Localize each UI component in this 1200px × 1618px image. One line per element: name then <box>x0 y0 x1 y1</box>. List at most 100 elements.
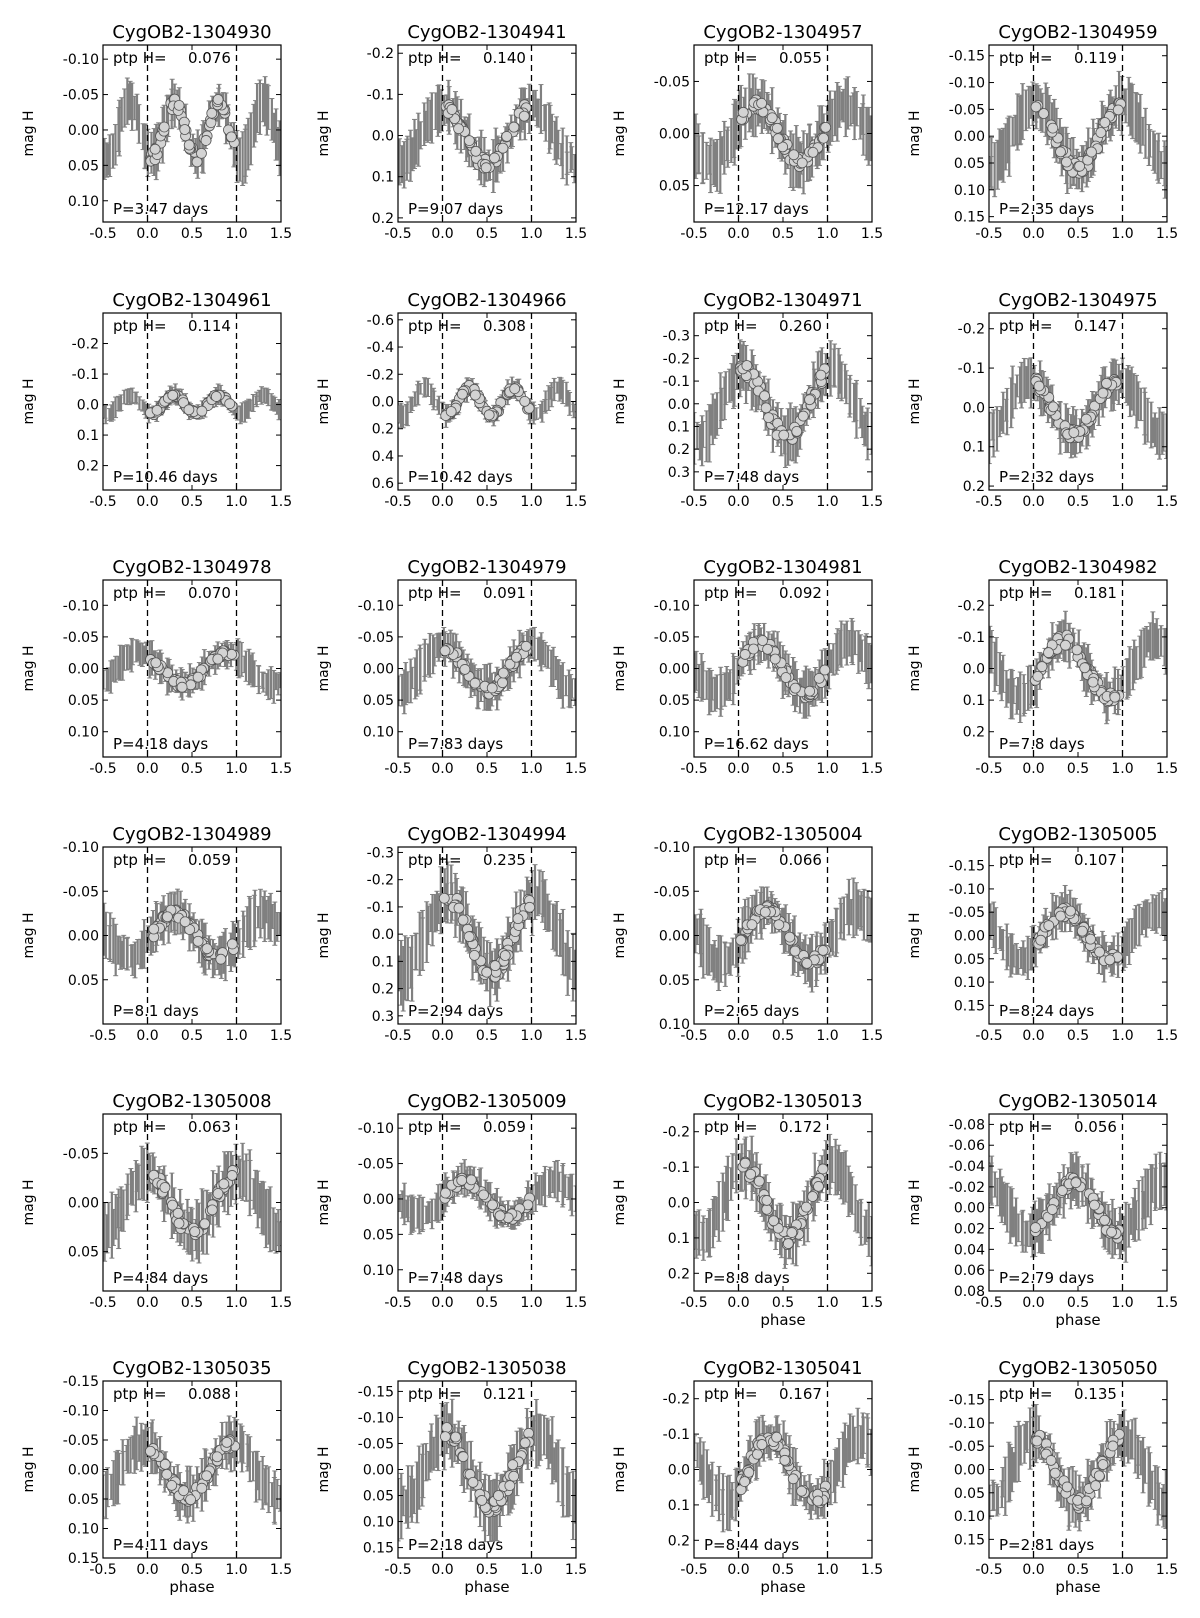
y-tick-label: -0.3 <box>367 845 394 861</box>
y-tick-label: -0.2 <box>367 46 394 62</box>
phased-points <box>145 93 240 168</box>
data-point <box>151 404 163 416</box>
data-point <box>510 651 522 663</box>
x-tick-label: -0.5 <box>680 494 707 510</box>
data-point <box>1087 676 1099 688</box>
y-tick-label: 0.00 <box>954 129 985 145</box>
y-tick-label: 0.05 <box>659 693 690 709</box>
panel-title: CygOB2-1304941 <box>407 22 566 43</box>
x-tick-label: 0.5 <box>181 1028 203 1044</box>
data-point <box>820 122 832 133</box>
y-tick-label: 0.10 <box>68 725 99 741</box>
x-tick-label: 1.5 <box>1156 494 1178 510</box>
data-point <box>788 149 800 161</box>
ptp-value: 0.119 <box>1074 49 1117 67</box>
y-tick-label: -0.05 <box>949 102 985 118</box>
ptp-label: ptp H= <box>408 317 462 335</box>
data-point <box>1086 146 1097 158</box>
y-tick-label: 0.2 <box>668 442 690 458</box>
x-tick-label: 1.0 <box>225 494 247 510</box>
data-point <box>192 935 204 947</box>
x-tick-label: 0.5 <box>1067 226 1089 242</box>
data-point <box>224 398 236 410</box>
data-point <box>789 682 801 694</box>
data-point <box>762 643 774 655</box>
y-axis-label: mag H <box>316 912 332 958</box>
panel-title: CygOB2-1304966 <box>407 290 566 311</box>
y-tick-label: -0.10 <box>63 598 99 614</box>
y-tick-label: -0.05 <box>63 88 99 104</box>
y-tick-label: -0.05 <box>63 630 99 646</box>
phased-points <box>737 634 831 704</box>
data-point <box>1047 401 1059 413</box>
y-tick-label: 0.00 <box>659 662 690 678</box>
x-tick-label: -0.5 <box>89 226 116 242</box>
x-tick-label: -0.5 <box>680 226 707 242</box>
x-tick-label: 1.0 <box>1111 761 1133 777</box>
data-point <box>212 653 224 665</box>
data-point <box>1074 160 1086 172</box>
ptp-value: 0.140 <box>483 49 526 67</box>
x-tick-label: 0.0 <box>431 1028 453 1044</box>
phased-points <box>735 360 831 445</box>
data-point <box>1099 117 1111 128</box>
ptp-label: ptp H= <box>408 851 462 869</box>
data-point <box>1079 662 1091 674</box>
data-point <box>158 121 170 133</box>
data-point <box>763 412 774 424</box>
light-curve-panel: -0.5 0.0 0.5 1.0 1.5 -0.10 -0.05 0.00 0.05 0.10 Cy… <box>316 557 587 777</box>
y-tick-label: 0.15 <box>954 210 985 226</box>
data-point <box>446 104 458 115</box>
x-tick-label: 0.0 <box>727 761 749 777</box>
x-tick-label: 1.0 <box>225 226 247 242</box>
data-point <box>469 677 481 689</box>
y-tick-label: 0.2 <box>372 982 394 998</box>
y-tick-label: -0.6 <box>367 313 394 329</box>
y-tick-label: 0.0 <box>372 129 394 145</box>
x-tick-label: 0.0 <box>1022 226 1044 242</box>
data-point <box>167 389 179 401</box>
y-tick-label: -0.15 <box>949 49 985 65</box>
ptp-label: ptp H= <box>408 584 462 602</box>
y-tick-label: 0.05 <box>954 156 985 172</box>
data-point <box>777 141 789 153</box>
x-tick-label: 1.5 <box>565 494 587 510</box>
phased-points <box>438 892 536 983</box>
y-tick-label: 0.05 <box>68 693 99 709</box>
y-tick-label: 0.1 <box>372 954 394 970</box>
data-point <box>162 911 173 923</box>
data-point <box>1112 104 1124 116</box>
y-axis-label: mag H <box>21 110 37 156</box>
phased-points <box>1029 629 1125 708</box>
x-tick-label: 0.5 <box>1067 494 1089 510</box>
data-point <box>1071 644 1083 656</box>
phased-points <box>736 94 832 172</box>
panel-title: CygOB2-1304961 <box>112 290 271 311</box>
errorbar-series <box>989 70 1167 199</box>
ptp-label: ptp H= <box>999 584 1053 602</box>
data-point <box>1033 380 1045 392</box>
y-tick-label: 0.0 <box>77 398 99 414</box>
data-point <box>737 106 749 118</box>
data-point <box>1068 427 1080 438</box>
y-tick-label: 0.1 <box>668 419 690 435</box>
data-point <box>1043 647 1054 658</box>
light-curve-panel: -0.5 0.0 0.5 1.0 1.5 -0.2 -0.1 0.0 0.1 0.2 CygOB2-… <box>907 290 1178 510</box>
y-tick-label: 0.00 <box>659 127 690 143</box>
y-axis-label: mag H <box>21 378 37 424</box>
y-tick-label: 0.05 <box>363 693 394 709</box>
light-curve-panel: -0.5 0.0 0.5 1.0 1.5 -0.2 -0.1 0.0 0.1 0.2 CygOB2-… <box>21 290 292 510</box>
data-point <box>1097 387 1109 399</box>
ptp-value: 0.076 <box>188 49 231 67</box>
x-tick-label: 0.5 <box>772 494 794 510</box>
y-tick-label: 0.2 <box>77 459 99 475</box>
data-point <box>439 645 451 657</box>
x-tick-label: 1.0 <box>520 1028 542 1044</box>
x-tick-label: 0.0 <box>431 494 453 510</box>
data-point <box>206 107 218 119</box>
x-tick-label: 1.0 <box>225 761 247 777</box>
x-tick-label: 0.0 <box>431 226 453 242</box>
x-tick-label: 1.5 <box>270 761 292 777</box>
data-point <box>456 388 468 400</box>
